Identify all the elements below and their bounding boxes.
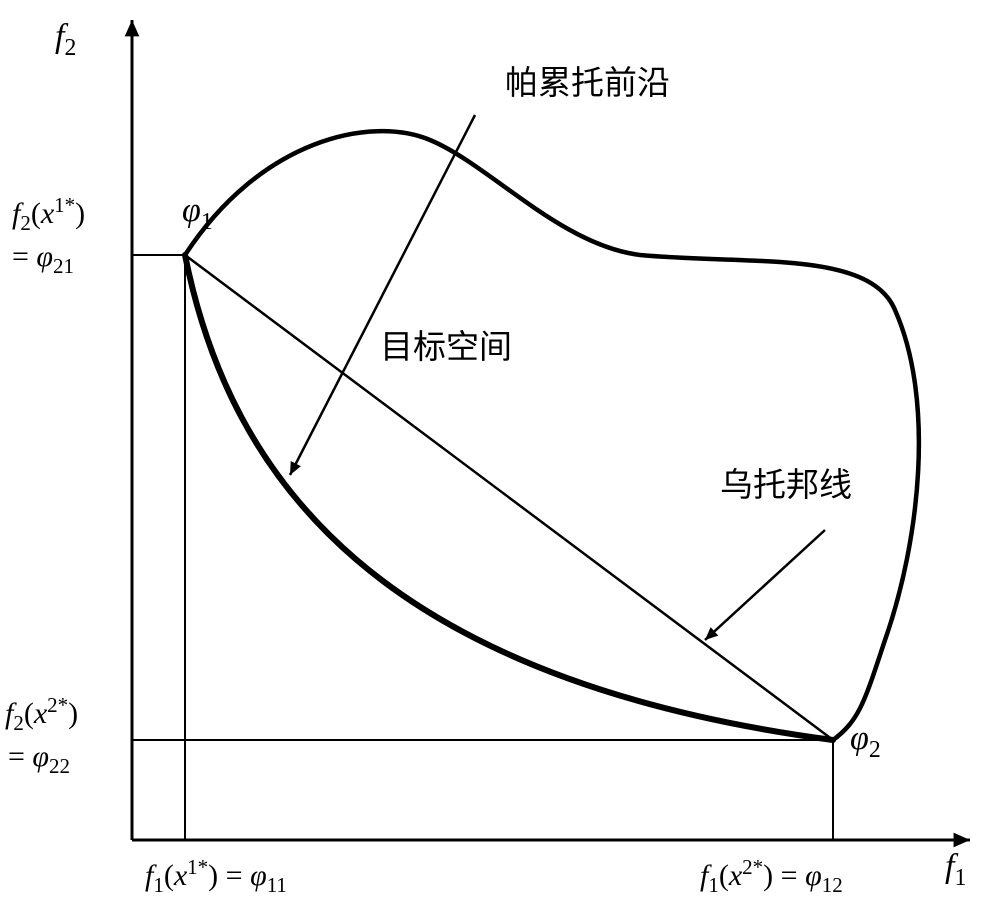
- x-axis-label: f1: [945, 848, 966, 892]
- utopia-line-label: 乌托邦线: [720, 458, 852, 506]
- y-tick-phi21-line2: = φ21: [12, 240, 74, 279]
- y-tick-phi22-line2: = φ22: [8, 740, 70, 779]
- y-tick-phi21-line1: f2(x1*): [12, 193, 85, 236]
- objective-space-label: 目标空间: [380, 320, 512, 368]
- y-tick-phi22-line1: f2(x2*): [5, 693, 78, 736]
- y-axis-label: f2: [55, 18, 76, 62]
- x-tick-phi12: f1(x2*) = φ12: [700, 855, 843, 898]
- phi2-label: φ2: [850, 720, 881, 764]
- pareto-front-label: 帕累托前沿: [505, 56, 670, 104]
- x-tick-phi11: f1(x1*) = φ11: [145, 855, 287, 898]
- phi1-label: φ1: [182, 192, 213, 236]
